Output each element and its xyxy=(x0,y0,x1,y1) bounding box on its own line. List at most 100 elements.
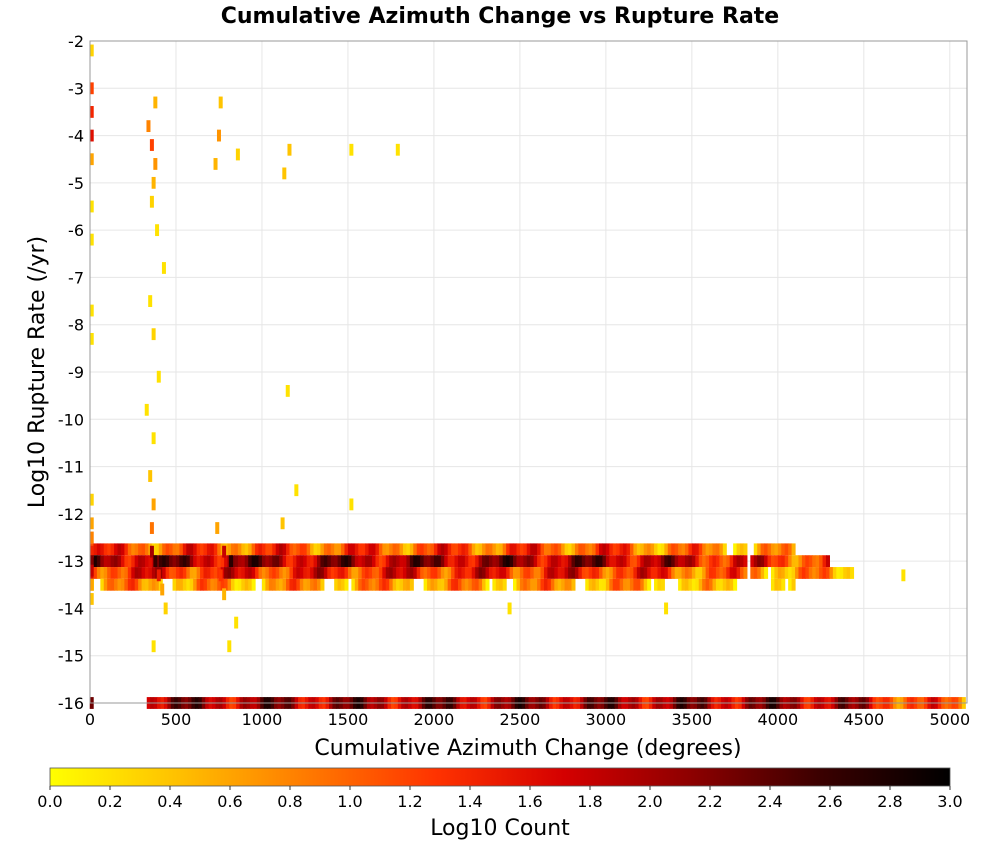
heatmap-cell xyxy=(149,139,154,151)
heatmap-cell xyxy=(492,543,497,556)
heatmap-cell xyxy=(530,567,535,579)
heatmap-cell xyxy=(664,602,669,615)
heatmap-cell xyxy=(163,602,168,615)
heatmap-cell xyxy=(89,129,94,142)
heatmap-cell xyxy=(715,543,720,556)
heatmap-cell xyxy=(698,555,703,568)
heatmap-cell xyxy=(279,555,284,568)
heatmap-cell xyxy=(850,567,855,579)
heatmap-cell xyxy=(664,555,669,568)
heatmap-cell xyxy=(550,578,555,591)
heatmap-cell xyxy=(241,555,246,568)
heatmap-cell xyxy=(519,578,524,591)
heatmap-cell xyxy=(537,555,542,568)
y-tick-label: -13 xyxy=(58,552,84,571)
heatmap-cell xyxy=(633,543,638,556)
chart-title: Cumulative Azimuth Change vs Rupture Rat… xyxy=(221,4,779,29)
y-tick-label: -9 xyxy=(68,363,84,382)
heatmap-cell xyxy=(206,567,211,579)
heatmap-cell xyxy=(334,567,339,579)
heatmap-cell xyxy=(282,555,287,568)
heatmap-cell xyxy=(289,555,294,568)
heatmap-cell xyxy=(719,543,724,556)
heatmap-cell xyxy=(286,567,291,579)
colorbar-tick-label: 0.0 xyxy=(37,792,62,811)
heatmap-cell xyxy=(141,567,146,579)
heatmap-cell xyxy=(688,578,693,591)
heatmap-cell xyxy=(186,543,191,556)
heatmap-cell xyxy=(127,567,132,579)
heatmap-cell xyxy=(255,543,260,556)
heatmap-cell xyxy=(179,567,184,579)
heatmap-cell xyxy=(729,578,734,591)
heatmap-cell xyxy=(148,578,153,591)
heatmap-cell xyxy=(272,543,277,556)
heatmap-cell xyxy=(93,567,98,579)
grid-lines xyxy=(89,40,967,704)
heatmap-cell xyxy=(678,543,683,556)
heatmap-cell xyxy=(781,578,786,591)
heatmap-cell xyxy=(114,567,119,579)
heatmap-cell xyxy=(636,555,641,568)
heatmap-cell xyxy=(334,543,339,556)
heatmap-cell xyxy=(464,543,469,556)
heatmap-cell xyxy=(784,555,789,568)
heatmap-cell xyxy=(114,555,119,568)
heatmap-cell xyxy=(272,578,277,591)
heatmap-cell xyxy=(156,370,161,383)
heatmap-cell xyxy=(619,578,624,591)
heatmap-cell xyxy=(265,543,270,556)
heatmap-cell xyxy=(193,543,198,556)
heatmap-cell xyxy=(354,543,359,556)
colorbar-tick-label: 2.8 xyxy=(877,792,902,811)
heatmap-cell xyxy=(495,555,500,568)
heatmap-cell xyxy=(719,567,724,579)
heatmap-cell xyxy=(516,567,521,579)
heatmap-cell xyxy=(151,567,156,579)
heatmap-cell xyxy=(289,543,294,556)
heatmap-cell xyxy=(468,567,473,579)
heatmap-cell xyxy=(144,403,149,416)
heatmap-cell xyxy=(275,555,280,568)
heatmap-cell xyxy=(303,578,308,591)
y-tick-label: -5 xyxy=(68,174,84,193)
heatmap-cell xyxy=(392,555,397,568)
heatmap-cell xyxy=(822,555,827,568)
colorbar-tick-label: 1.6 xyxy=(517,792,542,811)
heatmap-cell xyxy=(478,555,483,568)
heatmap-cell xyxy=(244,555,249,568)
heatmap-cell xyxy=(93,543,98,556)
heatmap-cell xyxy=(482,543,487,556)
y-tick-label: -11 xyxy=(58,458,84,477)
heatmap-cell xyxy=(351,578,356,591)
heatmap-cell xyxy=(220,555,225,568)
heatmap-cell xyxy=(495,543,500,556)
heatmap-cell xyxy=(712,578,717,591)
heatmap-cell xyxy=(258,555,263,568)
heatmap-cell xyxy=(839,567,844,579)
heatmap-cell xyxy=(296,578,301,591)
heatmap-cell xyxy=(251,567,256,579)
heatmap-cell xyxy=(502,578,507,591)
heatmap-cell xyxy=(203,567,208,579)
heatmap-cell xyxy=(89,531,94,544)
heatmap-cell xyxy=(110,578,115,591)
heatmap-cell xyxy=(265,578,270,591)
heatmap-cell xyxy=(640,567,645,579)
heatmap-cell xyxy=(330,543,335,556)
heatmap-cell xyxy=(681,543,686,556)
heatmap-cell xyxy=(777,578,782,591)
heatmap-cell xyxy=(457,578,462,591)
heatmap-cell xyxy=(609,578,614,591)
heatmap-cell xyxy=(186,578,191,591)
heatmap-cell xyxy=(461,555,466,568)
heatmap-cell xyxy=(206,543,211,556)
heatmap-cell xyxy=(402,543,407,556)
heatmap-cell xyxy=(825,567,830,579)
heatmap-cell xyxy=(299,578,304,591)
heatmap-cell xyxy=(798,555,803,568)
heatmap-cell xyxy=(829,567,834,579)
heatmap-cell xyxy=(292,578,297,591)
y-tick-label: -10 xyxy=(58,410,84,429)
heatmap-cell xyxy=(179,543,184,556)
